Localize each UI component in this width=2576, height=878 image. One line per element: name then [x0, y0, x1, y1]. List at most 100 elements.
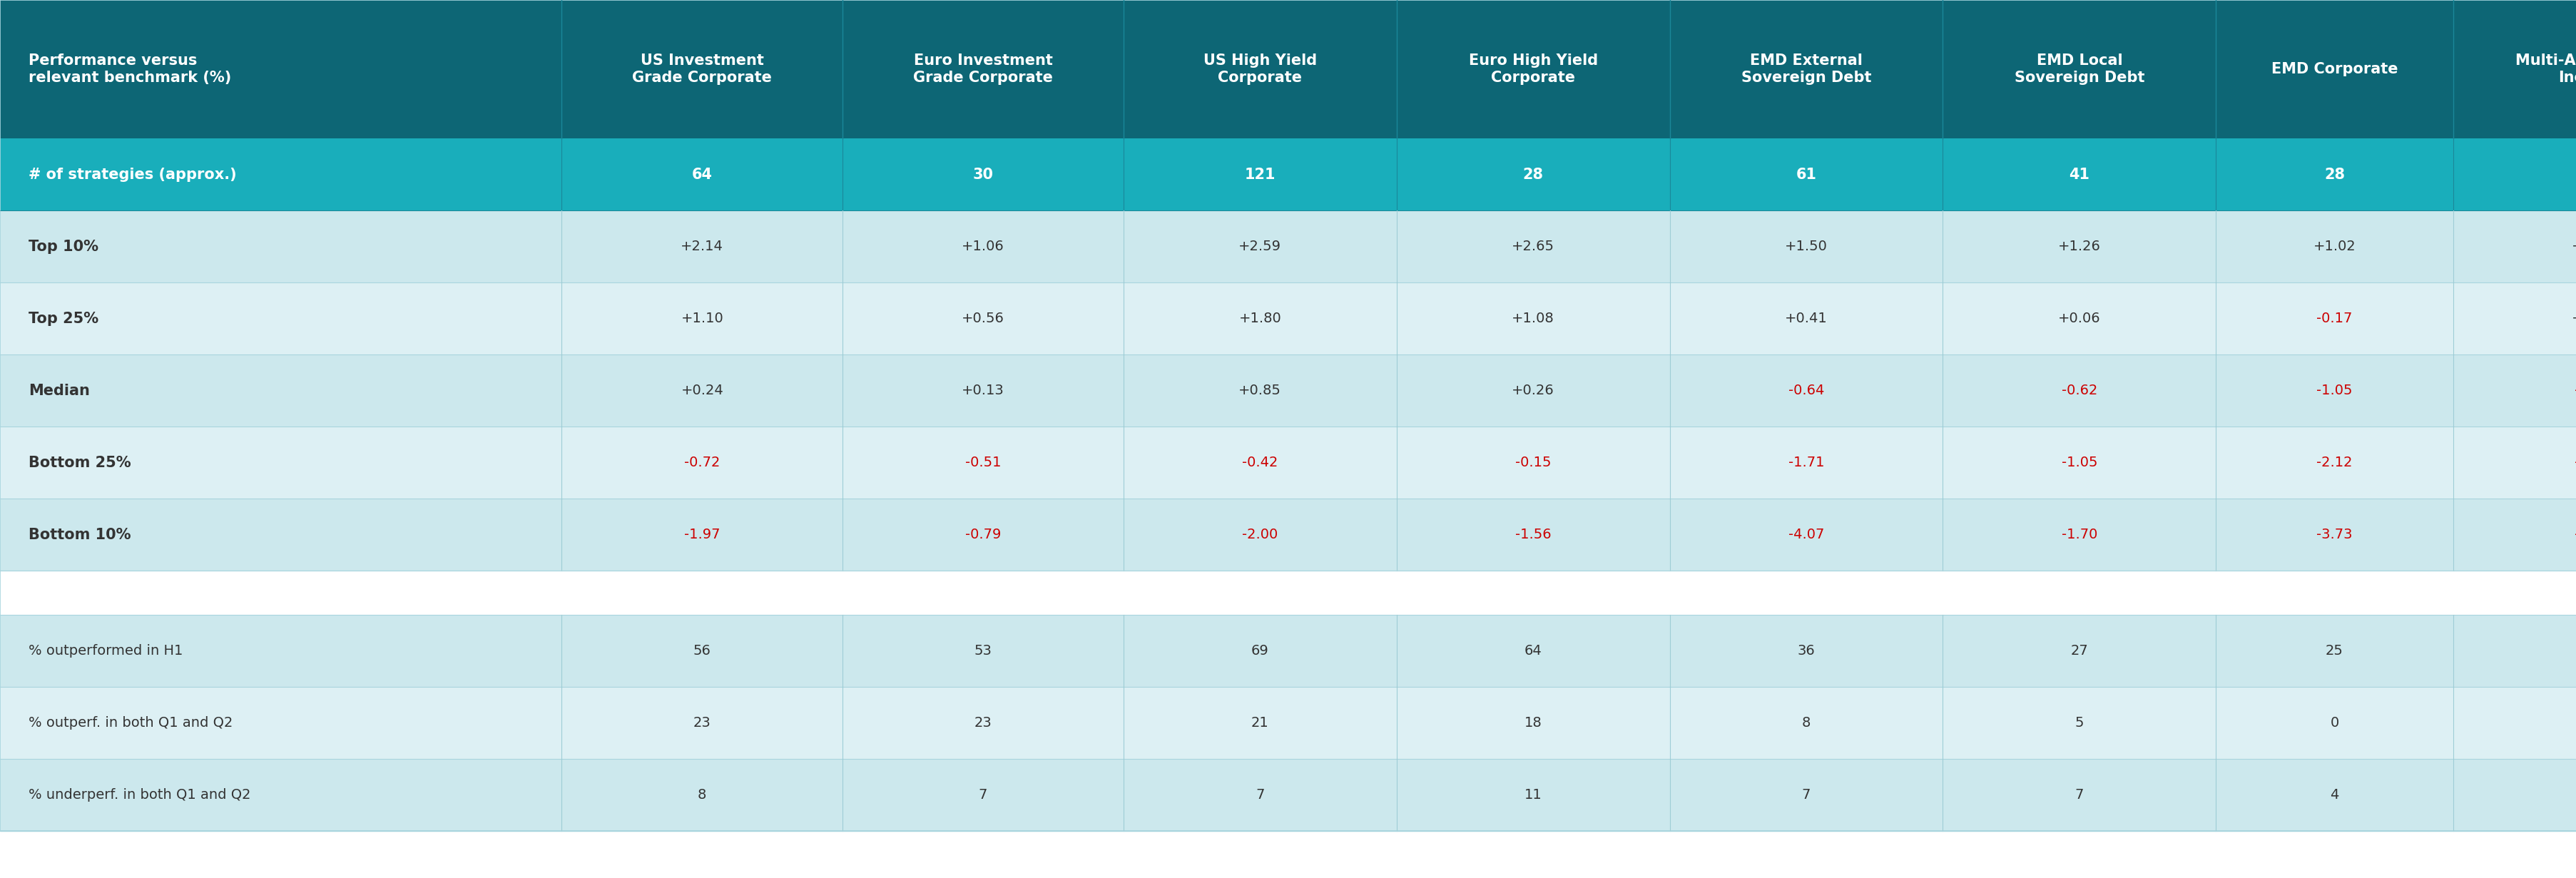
Text: +1.50: +1.50: [1785, 240, 1826, 254]
Bar: [2215, 283, 2452, 355]
Bar: [1123, 283, 1396, 355]
Bar: [1123, 615, 1396, 687]
Text: +0.56: +0.56: [961, 312, 1005, 326]
Bar: [562, 211, 842, 283]
Text: Performance versus
relevant benchmark (%): Performance versus relevant benchmark (%…: [28, 54, 232, 85]
Bar: [842, 499, 1123, 571]
Text: -1.05: -1.05: [2061, 456, 2097, 470]
Text: Multi-Asset Fixed
Income: Multi-Asset Fixed Income: [2514, 54, 2576, 85]
Bar: [1669, 283, 1942, 355]
Text: +0.13: +0.13: [961, 384, 1005, 398]
Bar: [2215, 499, 2452, 571]
Text: 69: 69: [1252, 644, 1267, 658]
Text: EMD Corporate: EMD Corporate: [2269, 62, 2398, 76]
Text: 5: 5: [2074, 716, 2084, 730]
Text: 64: 64: [690, 168, 714, 182]
Bar: [1669, 0, 1942, 139]
Bar: [1669, 759, 1942, 831]
Text: 8: 8: [698, 788, 706, 802]
Bar: [0, 355, 562, 427]
Text: +0.0: +0.0: [2571, 312, 2576, 326]
Text: 11: 11: [1525, 788, 1540, 802]
Bar: [2215, 139, 2452, 211]
Bar: [0, 571, 2576, 615]
Text: -0.15: -0.15: [1515, 456, 1551, 470]
Bar: [1942, 355, 2215, 427]
Text: 8: 8: [1801, 716, 1811, 730]
Bar: [2215, 615, 2452, 687]
Bar: [1396, 687, 1669, 759]
Bar: [2452, 211, 2576, 283]
Text: EMD Local
Sovereign Debt: EMD Local Sovereign Debt: [2014, 54, 2143, 85]
Bar: [562, 759, 842, 831]
Bar: [842, 355, 1123, 427]
Text: 23: 23: [693, 716, 711, 730]
Bar: [1123, 0, 1396, 139]
Text: -0.17: -0.17: [2316, 312, 2352, 326]
Text: -1.70: -1.70: [2061, 528, 2097, 542]
Text: 61: 61: [1795, 168, 1816, 182]
Bar: [562, 687, 842, 759]
Bar: [0, 211, 562, 283]
Bar: [0, 0, 562, 139]
Bar: [0, 427, 562, 499]
Bar: [0, 759, 562, 831]
Bar: [2452, 427, 2576, 499]
Bar: [1396, 139, 1669, 211]
Text: +0.26: +0.26: [1512, 384, 1553, 398]
Text: US Investment
Grade Corporate: US Investment Grade Corporate: [631, 54, 773, 85]
Bar: [1942, 615, 2215, 687]
Text: +2.14: +2.14: [680, 240, 724, 254]
Bar: [842, 283, 1123, 355]
Text: +0.41: +0.41: [1785, 312, 1826, 326]
Text: Euro High Yield
Corporate: Euro High Yield Corporate: [1468, 54, 1597, 85]
Bar: [1396, 355, 1669, 427]
Bar: [1942, 211, 2215, 283]
Text: 7: 7: [979, 788, 987, 802]
Text: 7: 7: [1255, 788, 1265, 802]
Bar: [2215, 211, 2452, 283]
Text: +1.08: +1.08: [1512, 312, 1553, 326]
Text: 25: 25: [2326, 644, 2342, 658]
Bar: [562, 355, 842, 427]
Text: 4: 4: [2329, 788, 2339, 802]
Bar: [1669, 211, 1942, 283]
Text: +1.06: +1.06: [961, 240, 1005, 254]
Text: -1.05: -1.05: [2316, 384, 2352, 398]
Bar: [2452, 355, 2576, 427]
Text: % outperformed in H1: % outperformed in H1: [28, 644, 183, 658]
Text: Top 10%: Top 10%: [28, 240, 98, 254]
Bar: [0, 499, 562, 571]
Text: +2.65: +2.65: [1512, 240, 1553, 254]
Text: 27: 27: [2071, 644, 2087, 658]
Bar: [1669, 355, 1942, 427]
Text: -0.51: -0.51: [966, 456, 999, 470]
Bar: [562, 499, 842, 571]
Text: +1.80: +1.80: [1239, 312, 1280, 326]
Text: # of strategies (approx.): # of strategies (approx.): [28, 168, 237, 182]
Text: +1.5: +1.5: [2571, 240, 2576, 254]
Bar: [1942, 427, 2215, 499]
Text: -2.12: -2.12: [2316, 456, 2352, 470]
Bar: [2452, 687, 2576, 759]
Text: 36: 36: [1798, 644, 1814, 658]
Text: +0.24: +0.24: [680, 384, 724, 398]
Bar: [842, 759, 1123, 831]
Bar: [1942, 139, 2215, 211]
Text: 7: 7: [1801, 788, 1811, 802]
Text: -0.62: -0.62: [2061, 384, 2097, 398]
Bar: [1396, 499, 1669, 571]
Text: 23: 23: [974, 716, 992, 730]
Bar: [1123, 499, 1396, 571]
Bar: [1396, 427, 1669, 499]
Bar: [562, 427, 842, 499]
Bar: [1123, 211, 1396, 283]
Bar: [0, 687, 562, 759]
Bar: [0, 139, 562, 211]
Bar: [842, 0, 1123, 139]
Text: 56: 56: [693, 644, 711, 658]
Bar: [842, 615, 1123, 687]
Text: % underperf. in both Q1 and Q2: % underperf. in both Q1 and Q2: [28, 788, 250, 802]
Text: +1.02: +1.02: [2313, 240, 2354, 254]
Bar: [842, 427, 1123, 499]
